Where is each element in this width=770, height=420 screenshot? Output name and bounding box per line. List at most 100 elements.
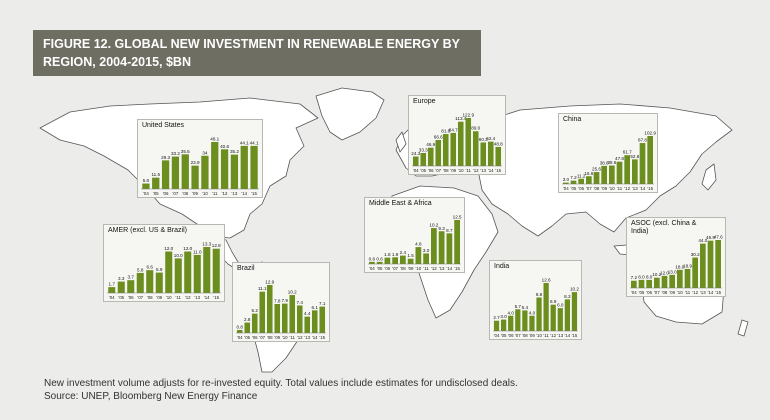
bar-value-label: 4.8 [415,242,422,247]
category-tick-label: '12 [222,191,228,196]
bar [562,182,569,184]
bar [423,253,429,264]
bar [570,180,577,184]
category-tick-label: '05 [571,186,577,191]
bar [550,304,556,331]
bar [515,309,521,331]
bar [522,310,528,331]
bar-value-label: 5.6 [143,178,150,183]
category-tick-label: '05 [501,333,507,338]
category-tick-label: '05 [244,335,250,340]
category-tick-label: '08 [443,168,449,173]
bar-value-label: 10.2 [429,223,438,228]
bar [171,156,180,189]
bar [407,258,414,264]
bar-value-label: 7.2 [631,275,638,280]
land-new-zealand [737,319,749,337]
bar [630,280,637,288]
category-tick-label: '04 [369,266,375,271]
category-tick-label: '07 [259,335,265,340]
category-tick-label: '14 [241,191,247,196]
bar-value-label: 12.0 [183,246,192,251]
bar [647,136,654,184]
bar-value-label: 8.7 [446,228,453,233]
category-tick-label: '09 [601,186,607,191]
category-tick-label: '10 [677,290,683,295]
bar [181,154,189,189]
bar [564,299,570,331]
bar-value-label: 44.1 [240,140,249,145]
bar [251,313,258,333]
bar-value-label: 5.7 [515,304,522,309]
category-tick-label: '13 [700,290,706,295]
category-tick-label: '10 [458,168,464,173]
category-tick-label: '09 [529,333,535,338]
bar-value-label: 3.0 [563,177,570,182]
bar [384,257,391,264]
bar-value-label: 12.5 [453,215,462,220]
bar-value-label: 24.3 [411,151,420,156]
bar-value-label: 12.0 [660,270,669,275]
category-tick-label: '10 [609,186,615,191]
panel-title: United States [142,122,185,129]
category-tick-label: '13 [304,335,310,340]
land-greenland [315,87,385,141]
bar-value-label: 4.0 [529,310,536,315]
bar-value-label: 11.2 [577,173,586,178]
bar [536,297,542,331]
figure-title-line2: REGION, 2004-2015, $BN [43,55,191,69]
bar [435,139,442,166]
category-tick-label: '13 [232,191,238,196]
bar [392,257,398,264]
bar-value-label: 44.1 [250,140,259,145]
category-tick-label: '11 [685,290,691,295]
bar-value-label: 8.8 [536,292,543,297]
bar-value-label: 8.0 [638,274,645,279]
bar [684,268,691,288]
footer-source: Source: UNEP, Bloomberg New Energy Finan… [44,391,258,402]
bar-value-label: 5.9 [156,267,163,272]
bar [400,255,406,264]
bar-value-label: 12.8 [212,243,221,248]
category-tick-label: '10 [536,333,542,338]
bar [108,287,116,293]
bar [420,152,427,166]
chart-middle-east-africa: 0.6'040.6'051.8'061.9'072.4'081.5'094.8'… [368,215,462,271]
bar [638,279,645,288]
category-tick-label: '04 [563,186,569,191]
category-tick-label: '12 [692,290,698,295]
category-tick-label: '10 [166,295,172,300]
bar [376,261,383,264]
bar [593,172,600,184]
chart-china: 3.0 '04 7.2 '05 11.2 '06 16.6 '07 25.6 '08 38.8 '09… [562,131,656,191]
bar-value-label: 12.6 [542,278,551,283]
bar [454,220,460,264]
panel-amer: AMER (excl. US & Brazil) 1.7 '04 3.3 '05 3.7… [103,224,225,302]
bar-value-label: 4.0 [508,310,515,315]
bar [557,308,563,331]
bar [201,155,209,189]
category-tick-label: '10 [202,191,208,196]
bar [601,165,608,184]
bar [692,257,699,288]
bar-value-label: 52.8 [630,154,639,159]
category-tick-label: '14 [565,333,571,338]
category-tick-label: '15 [572,333,578,338]
bar [220,149,229,189]
bar [259,291,266,333]
category-tick-label: '13 [557,333,563,338]
bar-value-label: 1.5 [407,253,414,258]
bar [211,142,219,189]
bar [311,310,318,333]
bar-value-label: 47.6 [714,235,723,240]
bar-value-label: 2.4 [400,250,407,255]
bar-value-label: 40.6 [220,144,229,149]
bar-value-label: 11.0 [193,249,202,254]
bar-value-label: 1.9 [392,252,399,257]
bar-value-label: 0.8 [237,325,244,330]
bar [508,315,514,331]
category-tick-label: '14 [708,290,714,295]
land-uk [395,131,407,153]
bar [669,274,676,288]
bar-value-label: 6.6 [147,265,154,270]
